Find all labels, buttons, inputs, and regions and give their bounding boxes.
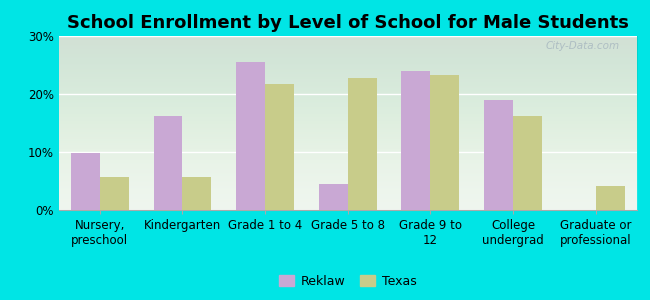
Bar xyxy=(265,84,294,210)
Text: City-Data.com: City-Data.com xyxy=(545,41,619,51)
Title: School Enrollment by Level of School for Male Students: School Enrollment by Level of School for… xyxy=(67,14,629,32)
Bar xyxy=(236,62,265,210)
Bar xyxy=(153,116,183,210)
Bar xyxy=(402,71,430,210)
Bar xyxy=(513,116,542,210)
Bar xyxy=(430,75,460,210)
Bar xyxy=(100,177,129,210)
Bar xyxy=(595,186,625,210)
Legend: Reklaw, Texas: Reklaw, Texas xyxy=(273,269,422,294)
Bar xyxy=(484,100,513,210)
Bar xyxy=(71,153,100,210)
Bar xyxy=(183,177,211,210)
Bar xyxy=(348,78,377,210)
Bar xyxy=(318,184,348,210)
